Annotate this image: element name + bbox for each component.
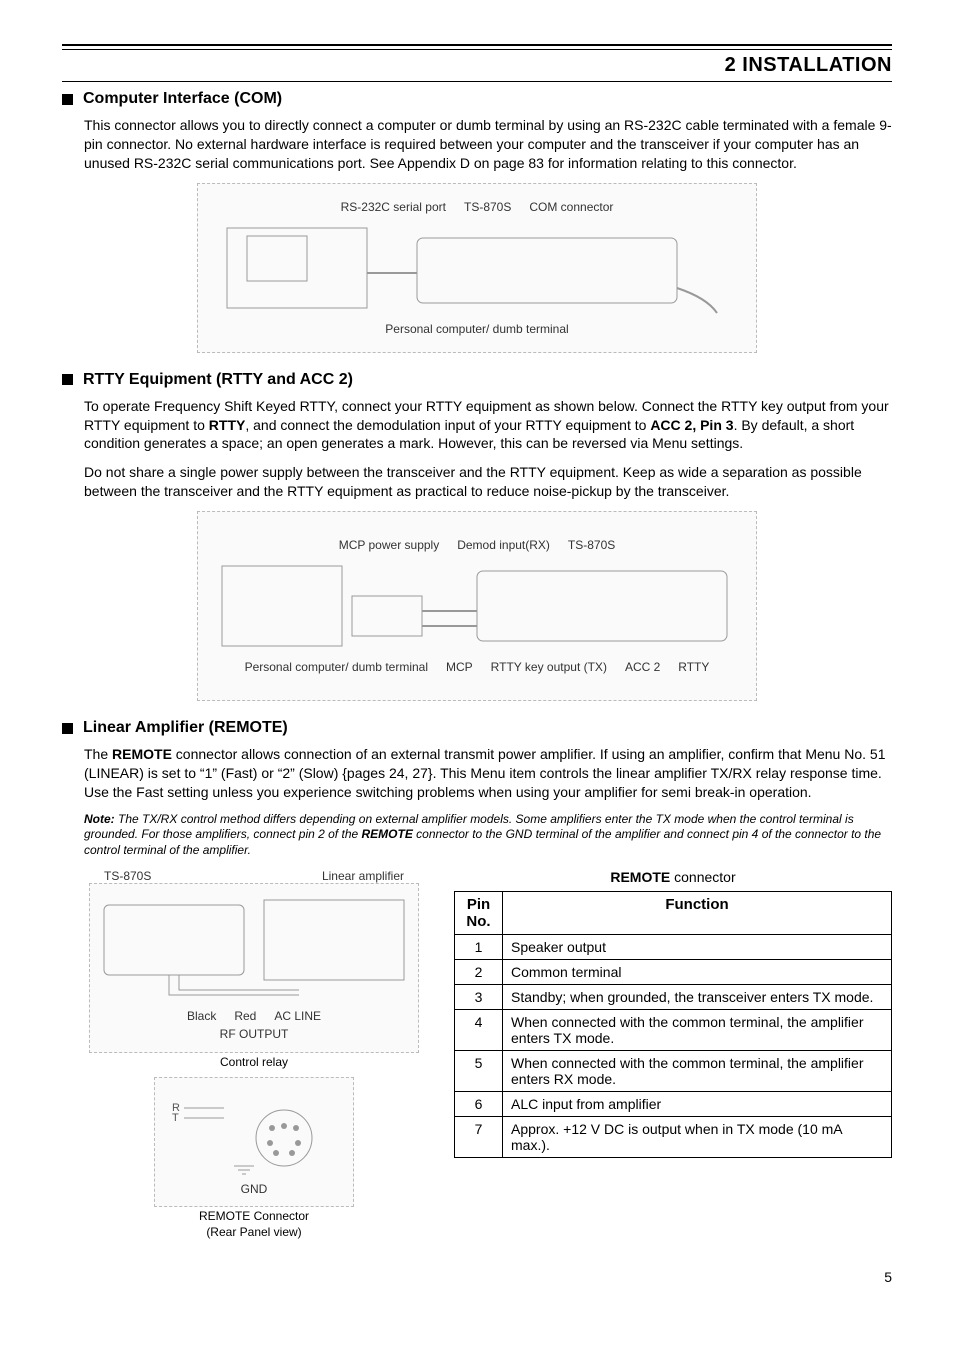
note-label: Note:	[84, 812, 115, 826]
diagram-label: TS-870S	[104, 869, 151, 883]
linear-top-svg	[99, 895, 409, 1005]
rtty-paragraph-1: To operate Frequency Shift Keyed RTTY, c…	[84, 397, 892, 454]
page-number: 5	[62, 1269, 892, 1285]
cell-pin: 1	[455, 934, 503, 959]
cell-func: When connected with the common terminal,…	[503, 1009, 892, 1050]
linear-paragraph: The REMOTE connector allows connection o…	[84, 745, 892, 802]
rtty-diagram-placeholder: MCP power supply Demod input(RX) TS-870S…	[197, 511, 757, 701]
text-run: , and connect the demodulation input of …	[245, 417, 650, 433]
cell-pin: 6	[455, 1091, 503, 1116]
linear-diagram-top: Black Red AC LINE RF OUTPUT	[89, 883, 419, 1053]
th-function: Function	[503, 891, 892, 934]
cell-func: Common terminal	[503, 959, 892, 984]
diagram-label: RTTY	[678, 660, 709, 674]
diagram-label: GND	[241, 1182, 268, 1196]
square-bullet-icon	[62, 723, 73, 734]
diagram-label: Personal computer/ dumb terminal	[385, 322, 568, 336]
caption-rest: connector	[670, 869, 735, 885]
table-header-row: Pin No. Function	[455, 891, 892, 934]
text-bold: REMOTE	[112, 746, 172, 762]
table-row: 1 Speaker output	[455, 934, 892, 959]
square-bullet-icon	[62, 374, 73, 385]
com-diagram-placeholder: RS-232C serial port TS-870S COM connecto…	[197, 183, 757, 353]
linear-diagram-bottom: R T GND	[154, 1077, 354, 1207]
diagram-label: TS-870S	[464, 200, 511, 214]
section-heading-rtty: RTTY Equipment (RTTY and ACC 2)	[62, 371, 892, 389]
rtty-paragraph-2: Do not share a single power supply betwe…	[84, 463, 892, 501]
linear-bottom-svg: R T	[164, 1088, 344, 1178]
th-pin: Pin No.	[455, 891, 503, 934]
diagram-label: Red	[234, 1009, 256, 1023]
cell-pin: 2	[455, 959, 503, 984]
table-row: 3 Standby; when grounded, the transceive…	[455, 984, 892, 1009]
diagram-label: Linear amplifier	[322, 869, 404, 883]
pin-table: Pin No. Function 1 Speaker output 2 Comm…	[454, 891, 892, 1158]
com-diagram: RS-232C serial port TS-870S COM connecto…	[62, 183, 892, 353]
diagram-label: COM connector	[529, 200, 613, 214]
diagram-label: Personal computer/ dumb terminal	[245, 660, 428, 674]
diagram-label: RF OUTPUT	[220, 1027, 289, 1041]
svg-text:T: T	[172, 1112, 179, 1124]
cell-func: ALC input from amplifier	[503, 1091, 892, 1116]
cell-func: When connected with the common terminal,…	[503, 1050, 892, 1091]
diagram-label: Demod input(RX)	[457, 538, 550, 552]
cell-pin: 7	[455, 1116, 503, 1157]
section-heading-text: Computer Interface (COM)	[83, 90, 282, 108]
section-rule	[62, 81, 892, 82]
caption-bold: REMOTE	[610, 869, 670, 885]
cell-func: Standby; when grounded, the transceiver …	[503, 984, 892, 1009]
cell-func: Approx. +12 V DC is output when in TX mo…	[503, 1116, 892, 1157]
cell-pin: 4	[455, 1009, 503, 1050]
remote-right-table: REMOTE connector Pin No. Function 1 Spea…	[454, 869, 892, 1158]
table-row: 4 When connected with the common termina…	[455, 1009, 892, 1050]
diagram-label: RTTY key output (TX)	[491, 660, 607, 674]
diagram-label: MCP	[446, 660, 473, 674]
diagram-label: MCP power supply	[339, 538, 440, 552]
com-diagram-svg	[217, 218, 737, 318]
cell-pin: 3	[455, 984, 503, 1009]
section-heading-linear: Linear Amplifier (REMOTE)	[62, 719, 892, 737]
section-heading-text: Linear Amplifier (REMOTE)	[83, 719, 288, 737]
remote-connector-label: REMOTE Connector	[199, 1209, 309, 1223]
rtty-diagram: MCP power supply Demod input(RX) TS-870S…	[62, 511, 892, 701]
cell-pin: 5	[455, 1050, 503, 1091]
com-paragraph: This connector allows you to directly co…	[84, 116, 892, 173]
rtty-diagram-svg	[217, 556, 737, 656]
table-row: 7 Approx. +12 V DC is output when in TX …	[455, 1116, 892, 1157]
table-row: 6 ALC input from amplifier	[455, 1091, 892, 1116]
section-heading-com: Computer Interface (COM)	[62, 90, 892, 108]
diagram-label: TS-870S	[568, 538, 615, 552]
header-rule	[62, 44, 892, 50]
table-row: 2 Common terminal	[455, 959, 892, 984]
diagram-label: Black	[187, 1009, 216, 1023]
table-row: 5 When connected with the common termina…	[455, 1050, 892, 1091]
remote-left-diagrams: TS-870S Linear amplifier Black Red AC LI…	[84, 869, 424, 1239]
diagram-label: ACC 2	[625, 660, 660, 674]
diagram-label: AC LINE	[274, 1009, 321, 1023]
rear-panel-label: (Rear Panel view)	[206, 1225, 301, 1239]
text-bold: REMOTE	[362, 827, 413, 841]
text-run: connector allows connection of an extern…	[84, 746, 885, 800]
text-bold: ACC 2, Pin 3	[650, 417, 733, 433]
remote-row: TS-870S Linear amplifier Black Red AC LI…	[84, 869, 892, 1239]
chapter-title: 2 INSTALLATION	[62, 52, 892, 81]
diagram-label: RS-232C serial port	[341, 200, 446, 214]
square-bullet-icon	[62, 94, 73, 105]
text-run: The	[84, 746, 112, 762]
control-relay-label: Control relay	[220, 1055, 288, 1069]
linear-note: Note: The TX/RX control method differs d…	[84, 812, 892, 859]
table-caption: REMOTE connector	[454, 869, 892, 885]
cell-func: Speaker output	[503, 934, 892, 959]
text-bold: RTTY	[209, 417, 246, 433]
section-heading-text: RTTY Equipment (RTTY and ACC 2)	[83, 371, 353, 389]
